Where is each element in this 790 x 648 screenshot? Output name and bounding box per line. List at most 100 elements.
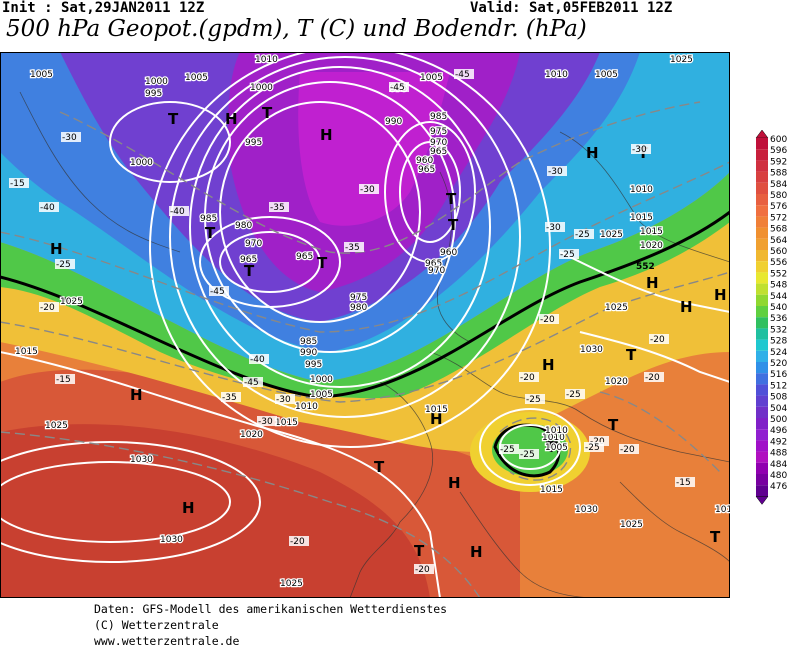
high-pressure-marker: H [50, 240, 63, 258]
legend-swatch [756, 406, 768, 418]
high-pressure-marker: H [680, 298, 693, 316]
isotherm-label-box [389, 82, 409, 92]
valid-time: Valid: Sat,05FEB2011 12Z [470, 0, 673, 16]
low-pressure-marker: T [626, 346, 637, 364]
map-frame [0, 52, 730, 598]
isotherm-label-box [519, 449, 539, 459]
isotherm-label-box [257, 416, 277, 426]
isobar-label: 985 [430, 112, 447, 122]
isobar-label: 980 [235, 221, 252, 231]
isotherm-label-box [359, 184, 379, 194]
legend-value: 508 [770, 393, 787, 403]
legend-bottom-arrow [755, 496, 769, 505]
legend-value: 512 [770, 381, 787, 391]
hot-region [0, 424, 430, 598]
legend-value: 484 [770, 460, 787, 470]
isotherm-label: -30 [276, 395, 291, 405]
isotherm-label-box [249, 354, 269, 364]
legend-swatch [756, 418, 768, 430]
legend-swatch [756, 250, 768, 262]
legend-value: 476 [770, 482, 787, 492]
isobar-label: 1010 [295, 402, 318, 412]
isobar-label: 965 [430, 147, 447, 157]
isotherm-label-box [55, 259, 75, 269]
isotherm-label: -20 [415, 565, 430, 575]
isobar-label: 1020 [640, 241, 663, 251]
legend-value: 516 [770, 370, 787, 380]
isotherm-label-box [209, 286, 229, 296]
isobar-label: 1000 [130, 158, 153, 168]
low-pressure-marker: T [608, 416, 619, 434]
legend-swatch [756, 317, 768, 329]
isotherm-label: -25 [526, 395, 541, 405]
legend-value: 588 [770, 169, 787, 179]
isotherm-label: -45 [244, 378, 259, 388]
isotherm-label: -30 [360, 185, 375, 195]
footer-source: Daten: GFS-Modell des amerikanischen Wet… [94, 602, 448, 616]
isotherm-label: -40 [40, 203, 55, 213]
isotherm-label-box [221, 392, 241, 402]
isobar-label: 1010 [542, 433, 565, 443]
isobar-label: 985 [200, 214, 217, 224]
isotherm-label: -45 [210, 287, 225, 297]
isotherm-label: -20 [645, 373, 660, 383]
isotherm-label-box [644, 372, 664, 382]
low-pressure-marker: T [710, 528, 721, 546]
legend-value: 504 [770, 404, 787, 414]
isotherm-label-box [649, 334, 669, 344]
isobar-label: 1000 [310, 375, 333, 385]
isotherm-label: -20 [290, 537, 305, 547]
isobar-label: 1025 [670, 55, 693, 65]
isotherm-label: -30 [548, 167, 563, 177]
high-pressure-marker: H [586, 144, 599, 162]
legend-value: 532 [770, 325, 787, 335]
legend-value: 524 [770, 348, 787, 358]
isotherm-label: -20 [40, 303, 55, 313]
legend-swatch [756, 149, 768, 161]
legend-swatch [756, 395, 768, 407]
legend-swatch [756, 160, 768, 172]
low-pressure-marker: T [244, 262, 255, 280]
isotherm-label: -30 [62, 133, 77, 143]
isotherm-label: -35 [270, 203, 285, 213]
isobar-label: 1015 [540, 485, 563, 495]
isobar-label: 1030 [160, 535, 183, 545]
legend-value: 480 [770, 471, 787, 481]
isobar-label: 965 [296, 252, 313, 262]
low-pressure-marker: T [446, 190, 457, 208]
legend-value: 548 [770, 281, 787, 291]
high-pressure-marker: H [646, 274, 659, 292]
isobar-label: 965 [425, 259, 442, 269]
isobar-label: 965 [418, 165, 435, 175]
contour-552-label: 552 [636, 262, 655, 272]
legend-swatch [756, 328, 768, 340]
isobar-label: 995 [305, 360, 322, 370]
isobar-label: 1000 [250, 83, 273, 93]
legend-value: 528 [770, 337, 787, 347]
isotherm-label-box [289, 536, 309, 546]
isotherm-label-box [243, 377, 263, 387]
isotherm-label-box [499, 444, 519, 454]
isotherm-label-box [61, 132, 81, 142]
isobar-label: 985 [300, 337, 317, 347]
map-title: 500 hPa Geopot.(gpdm), T (C) und Bodendr… [6, 16, 587, 42]
isotherm-label: -35 [222, 393, 237, 403]
isotherm-label-box [565, 389, 585, 399]
low-pressure-marker: T [168, 110, 179, 128]
isotherm-label: -30 [632, 145, 647, 155]
legend-swatch [756, 194, 768, 206]
temperature-labels: -45-45-45-40 -35-30-30-30-30-35-40-40-45-… [9, 69, 695, 575]
isobar-label: 965 [240, 255, 257, 265]
isotherm-label-box [547, 166, 567, 176]
legend-value: 520 [770, 359, 787, 369]
high-pressure-marker: H [714, 286, 727, 304]
isobar-label: 1005 [545, 443, 568, 453]
isobar-label: 990 [385, 117, 402, 127]
footer-website: www.wetterzentrale.de [94, 634, 240, 648]
legend-value: 536 [770, 314, 787, 324]
isotherms [0, 101, 730, 598]
legend-swatch [756, 261, 768, 273]
legend-swatch [756, 272, 768, 284]
low-pressure-marker: T [262, 104, 273, 122]
